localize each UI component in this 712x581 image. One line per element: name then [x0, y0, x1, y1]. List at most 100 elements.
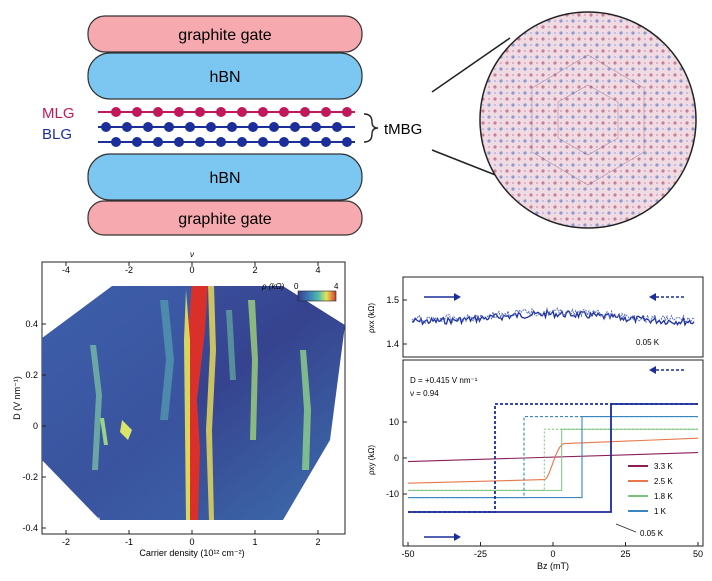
bottom-gate-label: graphite gate	[178, 211, 272, 228]
tmbg-brace	[363, 113, 379, 143]
rho-xx-panel: 1.5 1.4 ρxx (kΩ) 0.05 K	[367, 276, 704, 358]
mlg-atom	[174, 107, 184, 117]
filling-label: ν = 0.94	[410, 389, 439, 398]
bz-tick-label: 0	[550, 549, 555, 559]
blg-atom	[321, 137, 331, 147]
d-tick-label: 0.4	[25, 319, 38, 329]
blg-atom	[101, 122, 111, 132]
blg-atom	[311, 122, 321, 132]
curve-3-3k	[407, 452, 699, 463]
blg-atom	[269, 122, 279, 132]
blg-atom	[195, 137, 205, 147]
bz-tick-label: 25	[620, 549, 630, 559]
temperature-legend: 3.3 K 2.5 K 1.8 K 1 K	[628, 462, 673, 516]
mlg-atom	[195, 107, 205, 117]
mlg-atom	[300, 107, 310, 117]
mlg-label: MLG	[42, 105, 75, 122]
colorbar-min: 0	[294, 282, 299, 291]
device-schematic: graphite gate hBN MLG BLG tMBG hBN graph…	[42, 11, 697, 236]
density-axis-label: Carrier density (10¹² cm⁻²)	[139, 548, 244, 558]
top-tick-label: -4	[62, 265, 70, 275]
blg-atom	[332, 122, 342, 132]
lower-sweep-down-arrow	[649, 366, 686, 374]
mlg-atom	[153, 107, 163, 117]
mlg-atom	[132, 107, 142, 117]
mlg-lattice	[98, 107, 355, 117]
blg-atom	[185, 122, 195, 132]
top-gate-label: graphite gate	[178, 27, 272, 44]
mlg-atom	[342, 107, 352, 117]
blg-atom	[153, 137, 163, 147]
displacement-field-label: D = +0.415 V nm⁻¹	[410, 376, 478, 385]
rho-xy-ticks: 10 0 -10	[386, 417, 407, 499]
top-axis-ticks: -4 -2 0 2 4	[62, 262, 321, 275]
rho-xy-axis-label: ρxy (kΩ)	[367, 445, 376, 475]
d-tick-label: -0.2	[22, 472, 38, 482]
rho-xx-tick-label: 1.5	[386, 295, 399, 305]
rho-xy-tick-label: 0	[394, 453, 399, 463]
top-hbn-label: hBN	[209, 69, 240, 86]
blg-atom	[258, 137, 268, 147]
bz-axis-ticks: -50 -25 0 25 50	[401, 542, 703, 559]
moire-lattice-image	[479, 11, 697, 229]
mlg-atom	[279, 107, 289, 117]
blg-atom	[227, 122, 237, 132]
tmbg-label: tMBG	[384, 121, 422, 138]
mlg-atom	[237, 107, 247, 117]
blg-atom	[206, 122, 216, 132]
blg-atom	[237, 137, 247, 147]
bottom-graphite-gate	[87, 200, 363, 236]
colorbar-max: 4	[334, 282, 339, 291]
legend-label: 2.5 K	[654, 477, 673, 486]
rho-xy-tick-label: 10	[389, 417, 399, 427]
blg-atom	[248, 122, 258, 132]
blg-atom	[174, 137, 184, 147]
colorbar-label: ρ (kΩ)	[261, 282, 285, 291]
annotation-pointer	[615, 523, 637, 533]
zoom-line-top	[431, 37, 511, 93]
mlg-atom	[216, 107, 226, 117]
density-axis-ticks: -2 -1 0 1 2	[62, 530, 321, 547]
blg-atom	[143, 122, 153, 132]
lower-sweep-up-arrow	[424, 533, 461, 541]
legend-label: 1 K	[654, 507, 667, 516]
legend-label: 1.8 K	[654, 492, 673, 501]
top-tick-label: 2	[252, 265, 257, 275]
blg-label: BLG	[42, 126, 72, 143]
top-tick-label: 0	[189, 265, 194, 275]
sweep-down-arrow	[649, 293, 686, 301]
legend-label: 3.3 K	[654, 462, 673, 471]
mlg-atom	[321, 107, 331, 117]
rho-xx-axis-label: ρxx (kΩ)	[367, 303, 376, 333]
blg-atom	[132, 137, 142, 147]
blg-atom	[279, 137, 289, 147]
rho-xy-tick-label: -10	[386, 489, 399, 499]
top-graphite-gate	[87, 15, 363, 53]
nu-axis-label: ν	[190, 250, 194, 259]
d-axis-ticks: 0.4 0.2 0 -0.2 -0.4	[22, 319, 46, 533]
colormap-image	[42, 286, 345, 520]
curve-0-05k-down	[408, 403, 698, 513]
twist-angle-label: θ = 0.89°	[64, 516, 101, 526]
curve-1-8k-down	[408, 428, 698, 491]
top-tick-label: 4	[315, 265, 320, 275]
d-axis-label: D (V nm⁻¹)	[12, 376, 22, 420]
temperature-label: T = 0.05 K	[286, 516, 328, 526]
bz-tick-label: -50	[401, 549, 414, 559]
blg-atom	[300, 137, 310, 147]
blg-atom	[164, 122, 174, 132]
bz-axis-label: Bz (mT)	[537, 561, 569, 571]
density-tick-label: 0	[189, 537, 194, 547]
blg-atom	[290, 122, 300, 132]
top-hbn-layer	[87, 52, 363, 100]
rho-xy-frame	[402, 359, 704, 547]
blg-atom	[122, 122, 132, 132]
rho-xx-traces	[411, 306, 695, 327]
sweep-up-arrow	[424, 293, 461, 301]
density-tick-label: 2	[315, 537, 320, 547]
rho-xx-tick-label: 1.4	[386, 339, 399, 349]
blg-lattice	[98, 122, 355, 147]
density-tick-label: -1	[125, 537, 133, 547]
rho-xx-sweep-down	[411, 306, 695, 325]
